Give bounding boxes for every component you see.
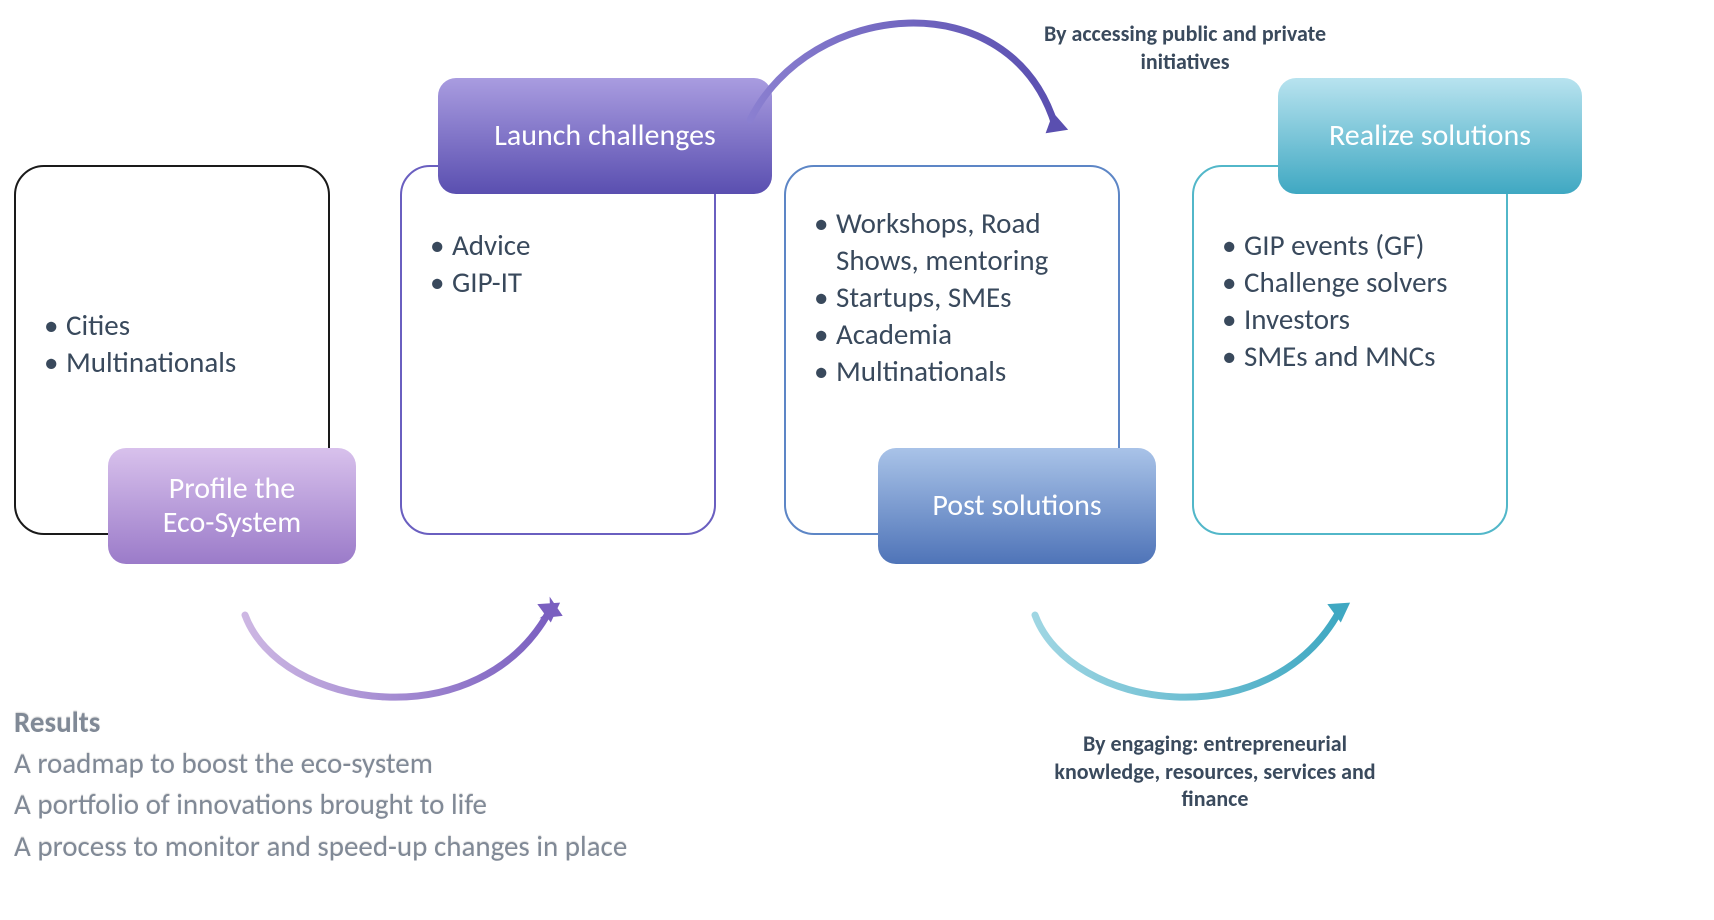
card3-item-3: Multinationals [814,353,1098,390]
card4-item-2: Investors [1222,301,1486,338]
badge4-line1: Realize solutions [1329,119,1531,154]
badge1-line1: Profile the [169,470,296,507]
card3-item-2: Academia [814,316,1098,353]
results-line-1: A portfolio of innovations brought to li… [14,784,627,825]
badge2-line1: Launch challenges [494,119,716,154]
anno-top-line1: By accessing public and private [1044,20,1326,47]
card2-item-0: Advice [430,227,694,264]
anno-bottom-line3: finance [1182,785,1249,812]
anno-bottom-line1: By engaging: entrepreneurial [1083,730,1347,757]
card3-item-1: Startups, SMEs [814,279,1098,316]
results-line-2: A process to monitor and speed-up change… [14,826,627,867]
card-realize-solutions: GIP events (GF) Challenge solvers Invest… [1192,165,1508,535]
badge3-line1: Post solutions [932,489,1101,524]
arrow-post-to-realize [1010,540,1370,740]
card4-item-3: SMEs and MNCs [1222,338,1486,375]
results-line-0: A roadmap to boost the eco-system [14,743,627,784]
badge-realize-solutions: Realize solutions [1278,78,1582,194]
results-block: Results A roadmap to boost the eco-syste… [14,702,627,867]
card1-item-1: Multinationals [44,344,308,381]
card1-item-0: Cities [44,307,308,344]
anno-bottom-line2: knowledge, resources, services and [1054,758,1375,785]
annotation-bottom: By engaging: entrepreneurial knowledge, … [1000,730,1430,813]
annotation-top: By accessing public and private initiati… [985,20,1385,75]
card3-item-0: Workshops, Road Shows, mentoring [814,205,1098,279]
results-title: Results [14,702,627,743]
card-launch-challenges: Advice GIP-IT [400,165,716,535]
anno-top-line2: initiatives [1140,48,1229,75]
card4-item-0: GIP events (GF) [1222,227,1486,264]
card2-item-1: GIP-IT [430,264,694,301]
badge1-line2: Eco-System [163,504,301,541]
card4-item-1: Challenge solvers [1222,264,1486,301]
diagram-stage: Cities Multinationals Advice GIP-IT Work… [0,0,1714,920]
